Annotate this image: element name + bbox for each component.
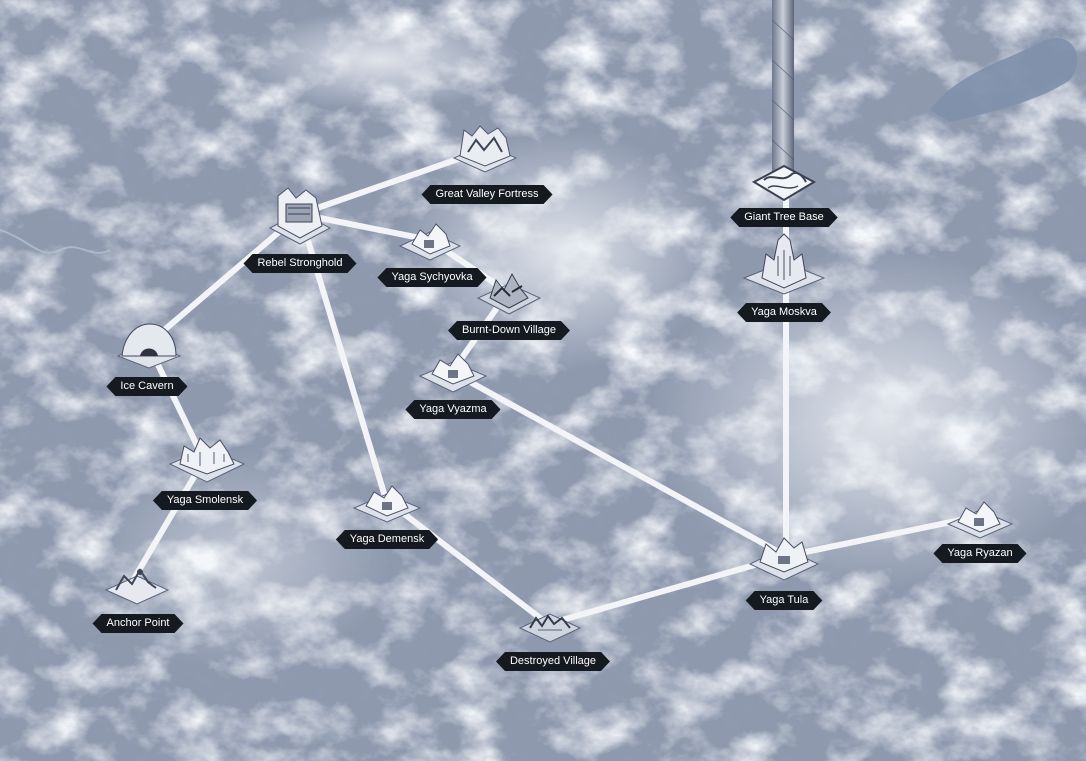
route-destroyed-village-to-yaga-tula	[545, 553, 789, 627]
tree-base-icon	[752, 164, 816, 202]
village-icon	[352, 485, 422, 523]
location-label: Yaga Tula	[746, 591, 823, 610]
route-rebel-stronghold-to-yaga-sychyovka	[297, 211, 433, 243]
location-label: Yaga Vyazma	[405, 400, 500, 419]
location-label: Destroyed Village	[496, 652, 610, 671]
town-icon	[168, 437, 246, 483]
route-rebel-stronghold-to-ice-cavern	[145, 211, 303, 347]
location-label: Rebel Stronghold	[243, 254, 356, 273]
stronghold-icon	[268, 187, 332, 245]
town-icon	[748, 537, 820, 581]
location-label: Yaga Ryazan	[933, 544, 1026, 563]
village-icon	[398, 223, 462, 261]
location-label: Yaga Smolensk	[153, 491, 257, 510]
route-yaga-smolensk-to-anchor-point	[129, 457, 207, 585]
location-label: Yaga Sychyovka	[377, 268, 486, 287]
location-label: Giant Tree Base	[730, 208, 838, 227]
route-great-valley-fortress-to-rebel-stronghold	[297, 147, 487, 217]
giant-tree-trunk	[772, 0, 794, 172]
cave-icon	[116, 323, 182, 369]
cathedral-icon	[742, 233, 826, 295]
anchor-icon	[104, 568, 170, 605]
ruins-icon	[518, 613, 582, 643]
location-label: Yaga Demensk	[336, 530, 438, 549]
village-icon	[946, 501, 1014, 539]
fortress-icon	[452, 125, 518, 173]
frozen-lake	[930, 38, 1078, 122]
route-yaga-demensk-to-destroyed-village	[383, 497, 551, 627]
location-label: Great Valley Fortress	[421, 185, 552, 204]
burnt-village-icon	[476, 272, 542, 315]
route-yaga-tula-to-yaga-ryazan	[783, 513, 983, 559]
location-label: Ice Cavern	[106, 377, 187, 396]
location-label: Yaga Moskva	[737, 303, 831, 322]
village-icon	[418, 353, 488, 393]
route-yaga-vyazma-to-yaga-tula	[449, 369, 789, 559]
location-label: Anchor Point	[93, 614, 184, 633]
location-label: Burnt-Down Village	[448, 321, 570, 340]
